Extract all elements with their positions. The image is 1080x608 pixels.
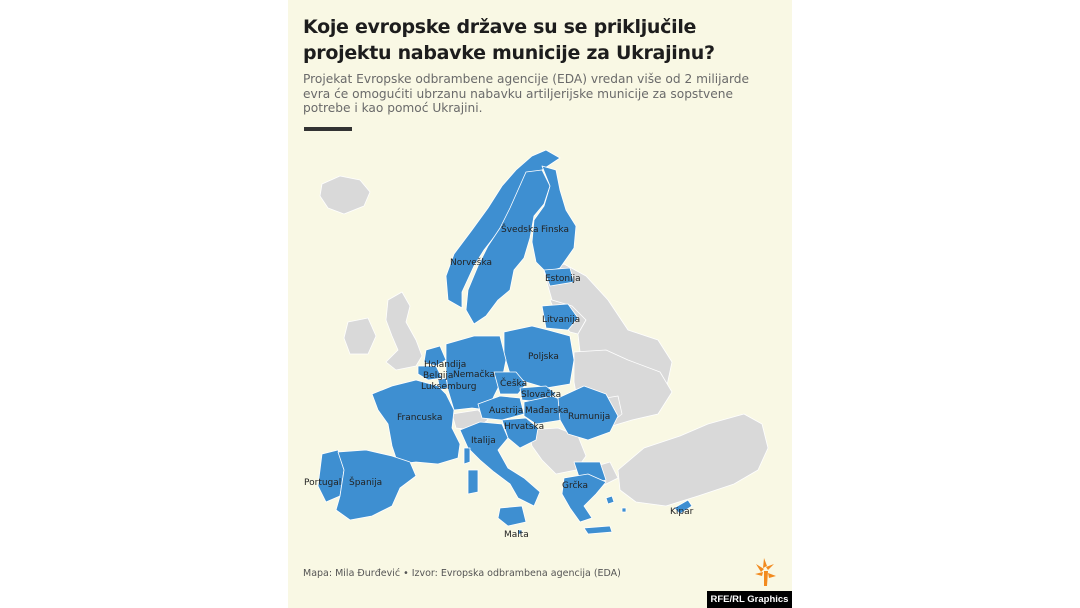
map-subtitle: Projekat Evropske odbrambene agencije (E… bbox=[303, 72, 750, 115]
label-luksemburg: Luksemburg bbox=[421, 382, 476, 392]
label-poljska: Poljska bbox=[528, 352, 559, 362]
rferl-logo-icon bbox=[755, 558, 776, 586]
country-uk bbox=[385, 291, 423, 371]
label-spanija: Španija bbox=[349, 476, 382, 488]
label-belgija: Belgija bbox=[423, 371, 453, 381]
country-france bbox=[371, 379, 461, 465]
label-austrija: Austrija bbox=[489, 406, 523, 416]
label-italija: Italija bbox=[471, 436, 496, 446]
label-svedska: Švedska bbox=[501, 223, 539, 235]
country-spain bbox=[335, 449, 417, 521]
country-turkey bbox=[617, 413, 769, 507]
infographic-panel: Koje evropske države su se priključile p… bbox=[288, 0, 792, 608]
label-francuska: Francuska bbox=[397, 413, 442, 423]
source-credit: Mapa: Mila Đurđević • Izvor: Evropska od… bbox=[303, 568, 621, 579]
country-sardinia bbox=[467, 469, 479, 495]
label-norveska: Norveška bbox=[450, 257, 492, 268]
country-sweden bbox=[465, 169, 551, 325]
country-iceland bbox=[319, 175, 371, 215]
label-hrvatska: Hrvatska bbox=[504, 422, 544, 432]
country-italy bbox=[459, 421, 541, 507]
country-romania bbox=[557, 385, 619, 441]
country-malta bbox=[517, 529, 523, 535]
country-netherlands bbox=[423, 345, 447, 367]
label-rumunija: Rumunija bbox=[568, 412, 610, 422]
country-ireland bbox=[343, 317, 377, 355]
label-estonija: Estonija bbox=[545, 274, 581, 284]
label-portugal: Portugal bbox=[304, 478, 341, 488]
label-nemacka: Nemačka bbox=[453, 369, 495, 380]
label-finska: Finska bbox=[541, 225, 569, 235]
country-estonia bbox=[543, 267, 575, 287]
country-corsica bbox=[463, 447, 471, 465]
label-holandija: Holandija bbox=[424, 360, 466, 370]
country-belgium bbox=[417, 365, 443, 381]
label-kipar: Kipar bbox=[670, 507, 694, 517]
title-rule bbox=[304, 127, 352, 131]
country-cyprus bbox=[673, 499, 693, 515]
country-aegean-islands bbox=[605, 495, 627, 513]
label-malta: Malta bbox=[504, 530, 529, 540]
europe-map: Švedska Finska Norveška Estonija Litvani… bbox=[304, 149, 769, 540]
label-grcka: Grčka bbox=[562, 480, 588, 491]
country-poland bbox=[503, 325, 575, 389]
label-madjarska: Mađarska bbox=[525, 406, 568, 416]
map-title: Koje evropske države su se priključile p… bbox=[303, 16, 715, 64]
label-slovacka: Slovačka bbox=[521, 389, 561, 400]
label-ceska: Češka bbox=[500, 377, 527, 389]
country-sicily bbox=[497, 505, 527, 527]
country-greece bbox=[561, 473, 607, 523]
country-crete bbox=[583, 525, 613, 535]
country-lithuania bbox=[541, 303, 579, 331]
country-serbia-balkans bbox=[527, 427, 587, 475]
brand-badge: RFE/RL Graphics bbox=[707, 591, 792, 608]
label-litvanija: Litvanija bbox=[542, 315, 580, 325]
